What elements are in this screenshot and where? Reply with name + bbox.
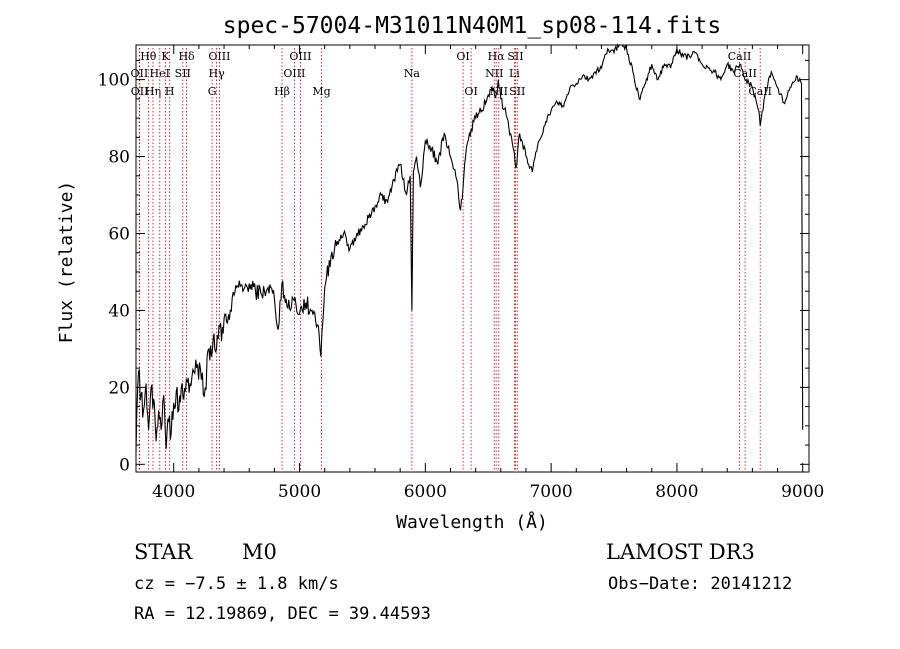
line-marker-label-12: Hβ [274, 85, 290, 98]
spectrum-line-layer [135, 43, 804, 453]
y-tick-label-4: 80 [108, 148, 130, 168]
axis-tick-layer: 4000 5000 6000 7000 8000 9000 0 20 40 60 80 100 [98, 45, 824, 502]
line-marker-label-2: OII [131, 85, 149, 98]
spectrum-line [135, 43, 804, 453]
y-tick-label-2: 40 [108, 301, 130, 321]
y-tick-label-5: 100 [98, 71, 130, 91]
chart-title: spec-57004-M31011N40M1_sp08-114.fits [223, 13, 722, 39]
x-tick-label-1: 5000 [278, 482, 321, 502]
plot-frame [135, 44, 810, 473]
line-marker-label-7: SII [175, 67, 191, 80]
line-marker-label-17: OI [456, 50, 469, 63]
line-marker-label-25: CaII [728, 50, 752, 63]
obs-date: Obs−Date: 20141212 [608, 574, 793, 594]
y-axis-label: Flux (relative) [56, 181, 77, 344]
y-tick-label-0: 0 [119, 455, 130, 475]
line-marker-label-20: NII [485, 67, 503, 80]
x-axis-label: Wavelength (Å) [396, 511, 548, 533]
line-marker-label-10: Hγ [209, 67, 226, 80]
y-tick-label-1: 20 [108, 378, 130, 398]
line-marker-label-16: Na [404, 67, 421, 80]
line-marker-label-9: OIII [208, 50, 230, 63]
x-tick-label-5: 9000 [781, 482, 824, 502]
line-marker-label-0: Hθ [140, 50, 157, 63]
survey-name: LAMOST DR3 [606, 540, 755, 564]
line-marker-label-13: OIII [289, 50, 311, 63]
x-tick-label-0: 4000 [152, 482, 195, 502]
line-marker-label-11: G [208, 85, 217, 98]
line-marker-label-3: Hη [145, 85, 161, 98]
x-tick-label-4: 8000 [655, 482, 698, 502]
x-tick-label-3: 7000 [529, 482, 572, 502]
object-class: STAR [134, 540, 193, 564]
y-tick-label-3: 60 [108, 224, 130, 244]
redshift-text: cz = −7.5 ± 1.8 km/s [134, 574, 339, 594]
line-marker-label-26: CaII [733, 67, 757, 80]
object-subclass: M0 [242, 540, 277, 564]
line-marker-label-15: Mg [312, 85, 330, 98]
line-marker-label-8: Hδ [178, 50, 195, 63]
line-marker-label-6: H [165, 85, 175, 98]
line-marker-label-4: HeI [150, 67, 170, 80]
line-marker-label-24: SII [509, 85, 525, 98]
line-marker-label-19: Hα [488, 50, 506, 63]
coordinates: RA = 12.19869, DEC = 39.44593 [134, 604, 431, 624]
line-marker-label-5: K [161, 50, 170, 63]
line-marker-label-23: Li [509, 67, 520, 80]
line-marker-label-14: OIII [283, 67, 305, 80]
line-marker-label-22: SII [507, 50, 523, 63]
x-tick-label-2: 6000 [404, 482, 447, 502]
line-marker-label-18: OI [464, 85, 477, 98]
